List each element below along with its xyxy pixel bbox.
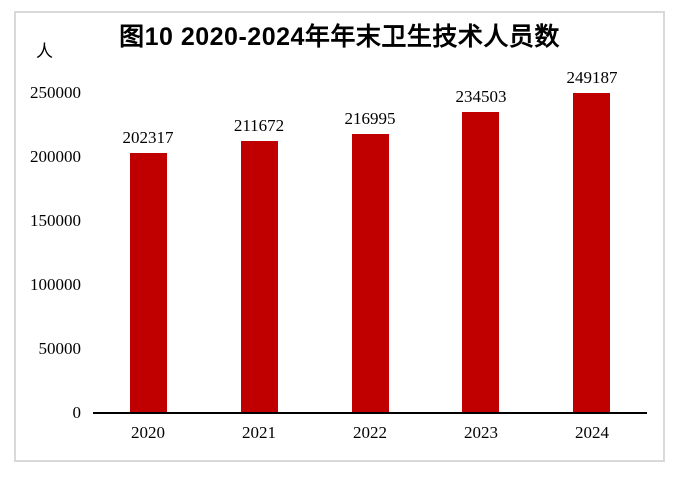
bar-2020 bbox=[130, 153, 167, 412]
bar-2024 bbox=[573, 93, 610, 412]
bar-value-label: 249187 bbox=[566, 68, 618, 87]
y-tick-label: 100000 bbox=[30, 275, 81, 294]
chart-title: 图10 2020-2024年年末卫生技术人员数 bbox=[119, 23, 560, 51]
bar-value-label: 211672 bbox=[233, 116, 285, 135]
x-tick-label: 2021 bbox=[242, 423, 276, 442]
bar-value-label: 234503 bbox=[455, 87, 507, 106]
y-tick-label: 150000 bbox=[30, 211, 81, 230]
bar-value-label: 202317 bbox=[122, 128, 174, 147]
y-axis-unit-label: 人 bbox=[36, 42, 53, 61]
y-tick-label: 200000 bbox=[30, 147, 81, 166]
bar-value-label: 216995 bbox=[344, 109, 396, 128]
bar-2022 bbox=[352, 134, 389, 412]
x-tick-label: 2023 bbox=[464, 423, 498, 442]
x-tick-label: 2022 bbox=[353, 423, 387, 442]
y-tick-label: 250000 bbox=[30, 83, 81, 102]
x-axis-line bbox=[93, 412, 647, 414]
y-tick-label: 50000 bbox=[38, 339, 82, 358]
y-tick-label: 0 bbox=[72, 403, 82, 422]
chart-frame bbox=[14, 11, 665, 462]
bar-2023 bbox=[462, 112, 499, 412]
bar-2021 bbox=[241, 141, 278, 412]
x-tick-label: 2020 bbox=[131, 423, 165, 442]
x-tick-label: 2024 bbox=[575, 423, 609, 442]
